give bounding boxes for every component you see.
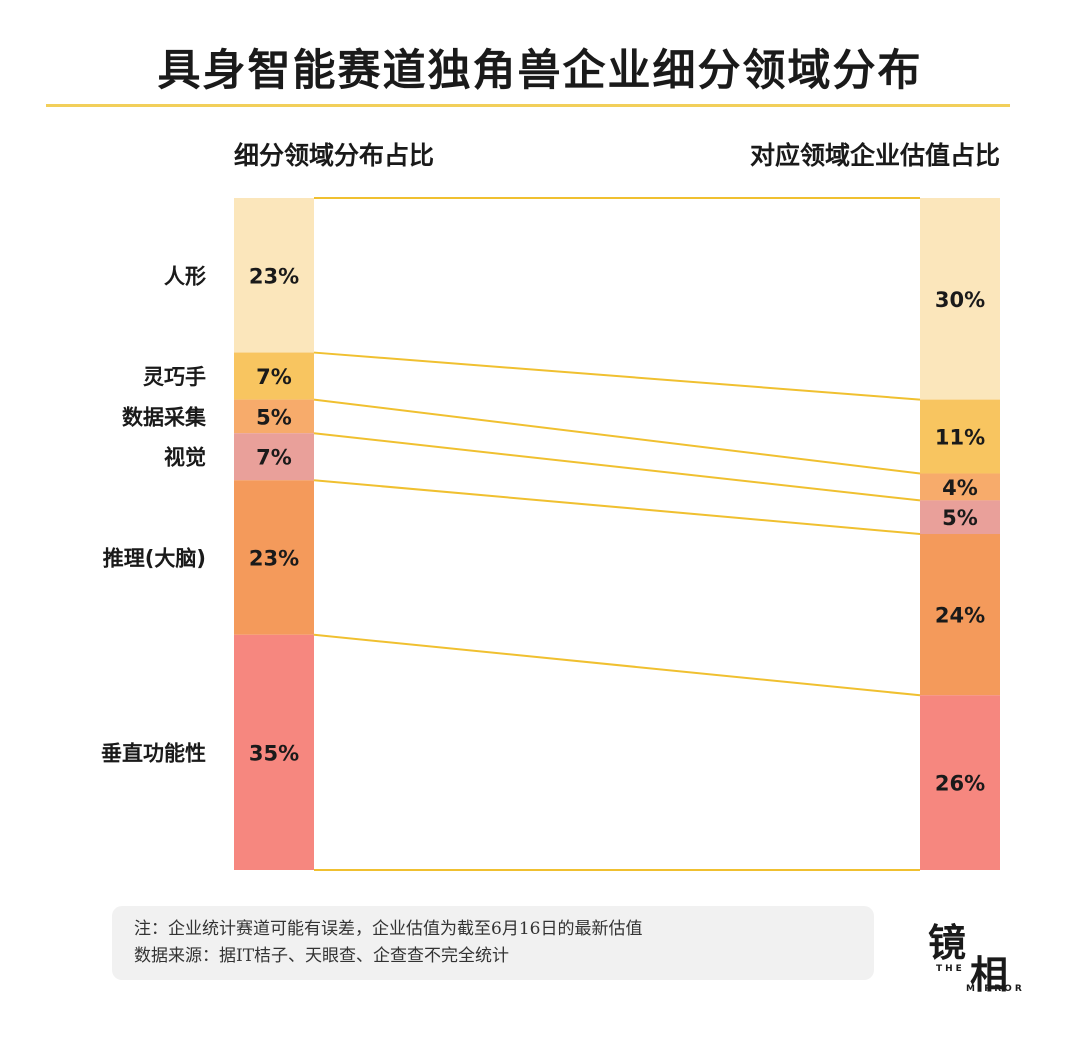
right-bar-segment <box>920 500 1000 534</box>
category-label: 推理(大脑) <box>103 547 206 571</box>
boundary-connector-line <box>313 351 921 401</box>
left-value-label: 23% <box>249 264 299 288</box>
source-text: 数据来源：据IT桔子、天眼查、企查查不完全统计 <box>134 946 510 966</box>
left-bar-segment <box>234 399 314 434</box>
note-text: 注：企业统计赛道可能有误差，企业估值为截至6月16日的最新估值 <box>134 919 643 939</box>
boundary-connector-line <box>313 398 921 475</box>
boundary-connector-line <box>313 633 921 697</box>
logo-sub-mirror: MIRROR <box>966 984 1025 994</box>
right-value-label: 5% <box>942 506 978 530</box>
boundary-connector-line <box>313 479 921 535</box>
left-bar-segment <box>234 433 314 481</box>
left-bar-segment <box>234 198 314 353</box>
right-value-label: 30% <box>935 288 985 312</box>
left-value-label: 7% <box>256 446 292 470</box>
brand-logo: 镜 相 THE MIRROR <box>918 912 1028 997</box>
chart-title: 具身智能赛道独角兽企业细分领域分布 <box>157 46 923 96</box>
category-label: 垂直功能性 <box>101 741 206 765</box>
logo-char-1: 镜 <box>928 921 967 965</box>
left-value-label: 7% <box>256 365 292 389</box>
right-bar-segment <box>920 473 1000 501</box>
right-value-label: 24% <box>935 604 985 628</box>
category-label: 灵巧手 <box>143 365 206 389</box>
logo-char-2: 相 <box>970 953 1009 997</box>
note-box: 注：企业统计赛道可能有误差，企业估值为截至6月16日的最新估值 数据来源：据IT… <box>112 906 874 980</box>
category-label: 视觉 <box>164 446 206 470</box>
left-value-label: 5% <box>256 405 292 429</box>
right-bar-segment <box>920 534 1000 696</box>
title-divider <box>46 104 1010 107</box>
right-column-header: 对应领域企业估值占比 <box>749 141 1000 170</box>
right-bar-segment <box>920 695 1000 870</box>
right-bar-segment <box>920 198 1000 400</box>
left-value-label: 23% <box>249 547 299 571</box>
left-bar-segment <box>234 634 314 870</box>
category-label: 数据采集 <box>122 405 207 429</box>
right-value-label: 26% <box>935 772 985 796</box>
category-label: 人形 <box>164 264 206 288</box>
left-column-header: 细分领域分布占比 <box>234 141 435 170</box>
left-bar-segment <box>234 480 314 635</box>
stacked-comparison-chart: 23% 7% 5% 7% 23% 35% 30% 11% 4% 5% 24% 26% 人形灵巧手数据采集… <box>101 197 1000 871</box>
right-value-label: 4% <box>942 476 978 500</box>
boundary-connector-line <box>313 432 921 502</box>
left-value-label: 35% <box>249 741 299 765</box>
left-bar-segment <box>234 352 314 400</box>
logo-sub-the: THE <box>936 964 965 974</box>
right-bar-segment <box>920 399 1000 474</box>
right-value-label: 11% <box>935 426 985 450</box>
